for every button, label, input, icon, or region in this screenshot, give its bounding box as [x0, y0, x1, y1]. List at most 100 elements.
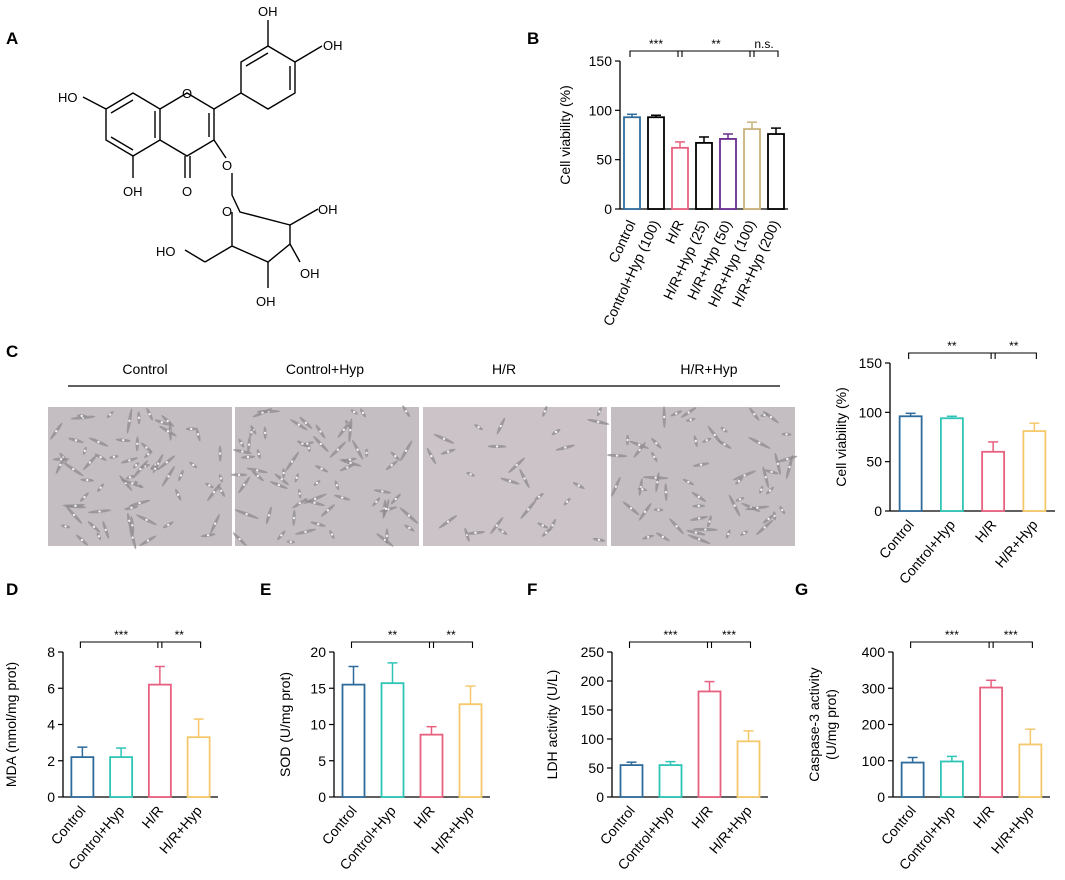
ring-b [213, 45, 296, 110]
cell-nucleus [638, 448, 641, 452]
cell-nucleus [663, 415, 666, 419]
panel-letter-a: A [6, 29, 18, 48]
atom-label: OH [256, 294, 276, 309]
cell-nucleus [128, 519, 131, 523]
micrograph-background [423, 407, 607, 546]
cell-nucleus [320, 467, 323, 470]
panel-letter-f: F [527, 580, 537, 599]
atom-label: OH [258, 4, 278, 19]
y-tick-label: 200 [862, 717, 886, 733]
cell-nucleus [742, 531, 746, 535]
cell-nucleus [237, 473, 241, 477]
ring-b-double-1 [245, 52, 269, 67]
sugar-oh-right [289, 208, 319, 226]
cell-nucleus [544, 531, 548, 534]
cell-nucleus [319, 442, 323, 446]
cell-nucleus [655, 442, 658, 445]
y-tick-label: 50 [596, 152, 612, 168]
y-tick-label: 300 [862, 680, 886, 696]
cell-nucleus [596, 420, 600, 424]
cell-nucleus [349, 428, 352, 432]
cell-nucleus [361, 411, 365, 415]
cell-nucleus [442, 437, 446, 441]
cell-nucleus [708, 520, 711, 523]
cell-nucleus [430, 454, 433, 458]
cell-nucleus [238, 537, 241, 541]
atom-label: O [222, 204, 232, 219]
cell-nucleus [694, 439, 697, 443]
cell-nucleus [315, 481, 319, 485]
cell-nucleus [72, 467, 75, 471]
cell-nucleus [319, 430, 322, 433]
significance-label: ** [388, 628, 398, 642]
cell-nucleus [263, 431, 267, 435]
bar [458, 703, 483, 798]
y-tick-label: 0 [318, 789, 326, 805]
cell-nucleus [147, 453, 150, 456]
cell-nucleus [74, 504, 77, 508]
y-tick-label: 6 [47, 680, 55, 696]
y-axis-label: Cell viability (%) [557, 85, 573, 185]
cell-nucleus [330, 533, 334, 536]
cell-nucleus [167, 475, 170, 478]
cell-nucleus [98, 510, 101, 513]
y-tick-label: 50 [588, 760, 604, 776]
cell-nucleus [220, 489, 223, 493]
x-tick-label: H/R+Hyp [706, 802, 755, 856]
cell-nucleus [72, 513, 76, 517]
x-tick-label: Control [876, 517, 917, 562]
bar [623, 116, 641, 210]
cell-nucleus [764, 475, 767, 479]
cell-nucleus [523, 477, 526, 480]
cell-nucleus [554, 430, 558, 434]
cell-nucleus [306, 442, 309, 445]
cell-nucleus [97, 535, 101, 538]
cell-nucleus [307, 446, 311, 450]
cell-nucleus [760, 488, 763, 491]
x-tick-label: H/R+Hyp [988, 802, 1037, 856]
cell-nucleus [83, 495, 86, 499]
bar [719, 138, 737, 210]
cell-nucleus [727, 532, 730, 536]
cell-nucleus [446, 520, 450, 523]
cell-nucleus [160, 421, 164, 424]
bond-glycoside-o [213, 139, 227, 159]
cell-nucleus [597, 538, 601, 542]
cell-nucleus [407, 514, 411, 517]
bar [900, 761, 925, 798]
bar [697, 690, 722, 798]
cell-nucleus [128, 476, 132, 479]
cell-nucleus [349, 461, 352, 465]
bar [939, 760, 964, 798]
atom-label: OH [123, 184, 143, 199]
atom-label: HO [58, 90, 78, 105]
cell-nucleus [218, 452, 222, 455]
cell-nucleus [664, 490, 668, 494]
y-axis-label: Caspase-3 activity [806, 667, 822, 781]
cell-nucleus [297, 423, 301, 426]
bar [695, 141, 713, 210]
cell-nucleus [313, 501, 316, 505]
micrograph-image [230, 405, 419, 547]
cell-nucleus [301, 442, 304, 446]
cell-nucleus [381, 490, 384, 493]
cell-nucleus [469, 473, 472, 476]
y-tick-label: 20 [310, 644, 326, 660]
micrograph-label-hr: H/R [492, 361, 516, 377]
cell-nucleus [313, 497, 317, 501]
y-tick-label: 0 [596, 789, 604, 805]
cell-nucleus [541, 524, 544, 527]
significance-label: *** [114, 628, 128, 642]
sugar-ch2oh [204, 245, 233, 263]
sugar-ring [231, 173, 291, 263]
cell-nucleus [551, 524, 554, 527]
cell-nucleus [352, 410, 356, 414]
cell-nucleus [629, 507, 633, 510]
cell-nucleus [139, 467, 142, 471]
significance-label: *** [649, 37, 663, 51]
y-tick-label: 100 [862, 753, 886, 769]
y-tick-label: 8 [47, 644, 55, 660]
cell-nucleus [280, 478, 283, 481]
significance-label: *** [663, 628, 677, 642]
